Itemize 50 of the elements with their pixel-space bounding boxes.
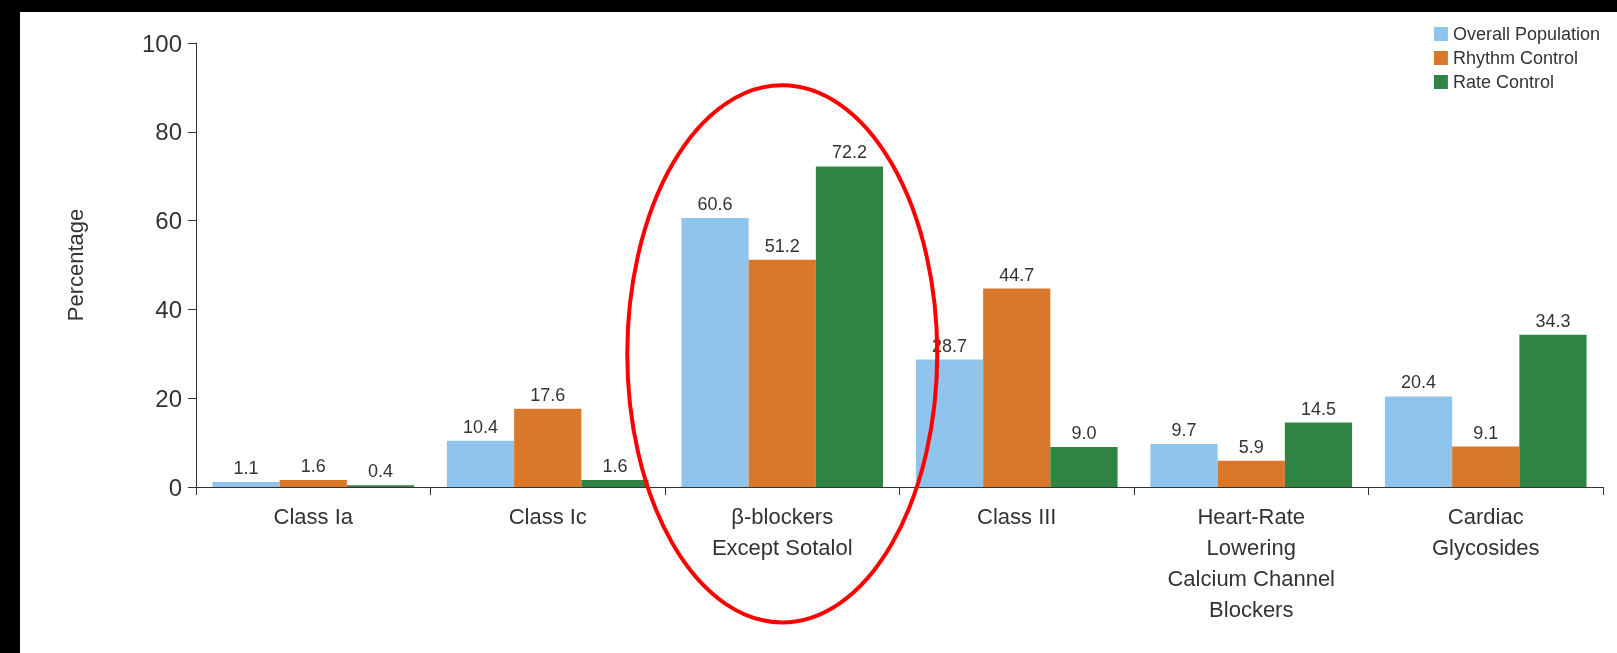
bar bbox=[1519, 334, 1587, 487]
y-tick-label: 100 bbox=[141, 29, 182, 57]
data-label: 1.6 bbox=[300, 455, 326, 476]
data-label: 9.0 bbox=[1071, 423, 1097, 444]
bar bbox=[279, 479, 347, 487]
data-label: 1.1 bbox=[233, 458, 259, 479]
x-tick-label: Class Ic bbox=[508, 504, 587, 529]
legend-label: Rate Control bbox=[1452, 72, 1554, 92]
data-label: 17.6 bbox=[530, 384, 566, 405]
data-label: 51.2 bbox=[764, 235, 800, 256]
bar bbox=[446, 440, 515, 487]
data-label: 10.4 bbox=[463, 416, 499, 437]
data-label: 20.4 bbox=[1401, 372, 1437, 393]
bar bbox=[1150, 443, 1218, 487]
bar bbox=[748, 259, 816, 487]
y-axis-title: Percentage bbox=[62, 208, 88, 322]
data-label: 72.2 bbox=[831, 142, 867, 163]
x-tick-label: Class III bbox=[977, 504, 1057, 529]
bar bbox=[212, 482, 280, 487]
x-tick-label: Class Ia bbox=[273, 504, 354, 529]
data-label: 14.5 bbox=[1300, 398, 1336, 419]
data-label: 1.6 bbox=[602, 455, 628, 476]
y-tick-label: 20 bbox=[155, 384, 182, 412]
data-label: 60.6 bbox=[697, 193, 733, 214]
bar bbox=[915, 359, 984, 487]
x-tick-label: Cardiac Glycosides bbox=[1431, 504, 1540, 560]
legend-label: Rhythm Control bbox=[1452, 48, 1578, 68]
data-label: 0.4 bbox=[367, 461, 393, 482]
bar bbox=[1050, 447, 1118, 487]
bar bbox=[983, 288, 1051, 487]
y-tick-label: 60 bbox=[155, 207, 182, 235]
data-label: 44.7 bbox=[999, 264, 1035, 285]
y-tick-label: 40 bbox=[155, 295, 182, 323]
bar bbox=[581, 479, 649, 487]
bar bbox=[815, 166, 884, 487]
x-tick-label: β-blockers Except Sotalol bbox=[711, 504, 853, 560]
data-label: 5.9 bbox=[1238, 436, 1264, 457]
bar bbox=[1452, 446, 1520, 487]
bar bbox=[681, 217, 749, 487]
bar bbox=[514, 408, 582, 487]
legend-label: Overall Population bbox=[1452, 24, 1601, 44]
bar bbox=[1284, 422, 1353, 487]
data-label: 34.3 bbox=[1535, 310, 1571, 331]
bar bbox=[1217, 460, 1285, 487]
data-label: 9.1 bbox=[1473, 422, 1499, 443]
data-label: 9.7 bbox=[1171, 419, 1197, 440]
y-tick-label: 80 bbox=[155, 118, 182, 146]
bar bbox=[1384, 396, 1453, 487]
x-tick-label: Heart-Rate Lowering Calcium Channel Blockers bbox=[1167, 504, 1336, 622]
y-tick-label: 0 bbox=[168, 473, 182, 501]
